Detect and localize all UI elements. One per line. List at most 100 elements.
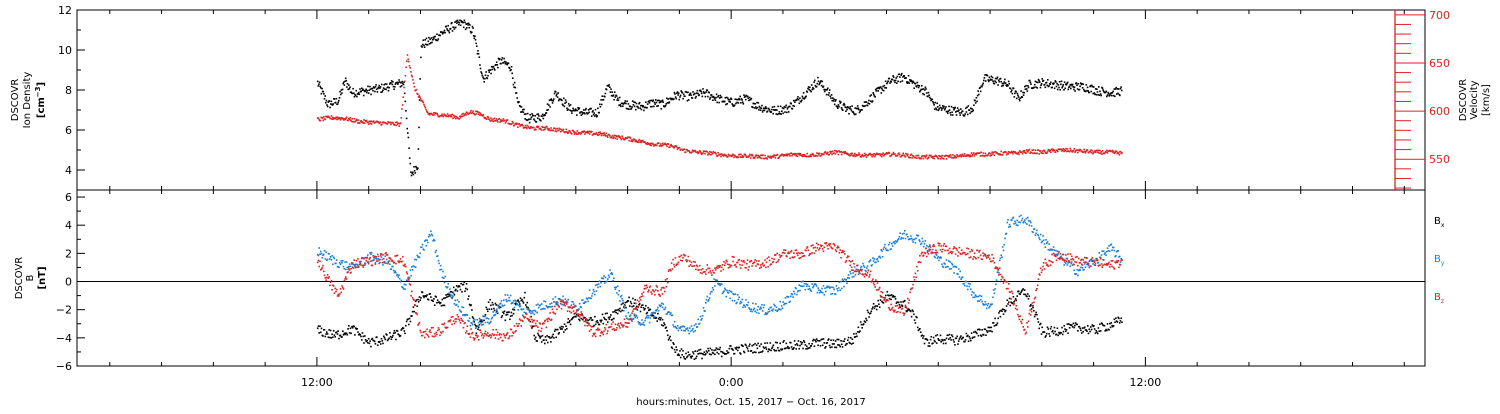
point-velocity: [359, 122, 361, 124]
point-velocity: [601, 135, 603, 137]
point-bz: [360, 261, 362, 263]
point-velocity: [563, 129, 565, 131]
point-density: [635, 109, 637, 111]
point-density: [771, 109, 773, 111]
point-bx: [760, 343, 762, 345]
point-bx: [394, 330, 396, 332]
point-by: [1070, 263, 1072, 265]
point-density: [1047, 79, 1049, 81]
point-bx: [1006, 305, 1008, 307]
point-by: [968, 283, 970, 285]
point-density: [784, 111, 786, 113]
point-by: [611, 272, 613, 274]
point-bx: [937, 334, 939, 336]
point-bx: [330, 330, 332, 332]
point-velocity: [462, 116, 464, 118]
point-velocity: [367, 121, 369, 123]
point-density: [646, 107, 648, 109]
point-density: [497, 64, 499, 66]
density-tick-label: 4: [65, 164, 72, 177]
point-bz: [339, 293, 341, 295]
point-by: [793, 291, 795, 293]
point-velocity: [576, 133, 578, 135]
point-velocity: [1074, 148, 1076, 150]
point-by: [969, 286, 971, 288]
point-bx: [418, 301, 420, 303]
point-density: [877, 90, 879, 92]
point-density: [964, 113, 966, 115]
point-bz: [395, 263, 397, 265]
velocity-tick-label: 650: [1429, 57, 1450, 70]
point-velocity: [704, 153, 706, 155]
point-by: [505, 294, 507, 296]
point-velocity: [1091, 152, 1093, 154]
point-velocity: [349, 119, 351, 121]
point-density: [339, 91, 341, 93]
point-velocity: [566, 129, 568, 131]
point-density: [620, 106, 622, 108]
point-density: [960, 108, 962, 110]
point-bx: [506, 312, 508, 314]
point-bx: [934, 341, 936, 343]
point-velocity: [394, 124, 396, 126]
point-by: [613, 278, 615, 280]
point-by: [973, 292, 975, 294]
point-by: [1092, 263, 1094, 265]
point-velocity: [425, 109, 427, 111]
point-velocity: [851, 153, 853, 155]
point-density: [780, 113, 782, 115]
point-density: [1036, 87, 1038, 89]
point-velocity: [726, 155, 728, 157]
point-by: [1016, 220, 1018, 222]
point-by: [870, 259, 872, 261]
point-by: [1076, 273, 1078, 275]
point-bx: [685, 358, 687, 360]
point-bx: [584, 317, 586, 319]
point-bx: [552, 334, 554, 336]
point-bz: [462, 320, 464, 322]
point-density: [382, 91, 384, 93]
point-density: [655, 99, 657, 101]
point-density: [890, 81, 892, 83]
point-by: [712, 287, 714, 289]
point-density: [446, 26, 448, 28]
point-density: [426, 38, 428, 40]
point-velocity: [1041, 152, 1043, 154]
point-by: [599, 280, 601, 282]
density-tick-label: 10: [58, 44, 72, 57]
point-velocity: [554, 127, 556, 129]
point-bx: [446, 296, 448, 298]
point-density: [485, 75, 487, 77]
point-density: [654, 103, 656, 105]
point-bx: [815, 341, 817, 343]
point-bx: [813, 339, 815, 341]
point-bx: [393, 332, 395, 334]
point-bz: [341, 292, 343, 294]
point-bx: [932, 342, 934, 344]
point-bz: [476, 334, 478, 336]
point-bz: [419, 322, 421, 324]
point-bx: [493, 308, 495, 310]
point-bx: [653, 315, 655, 317]
point-density: [837, 107, 839, 109]
point-density: [493, 66, 495, 68]
point-bx: [524, 292, 526, 294]
point-by: [806, 285, 808, 287]
point-by: [389, 263, 391, 265]
point-bx: [890, 299, 892, 301]
point-by: [1017, 225, 1019, 227]
point-by: [685, 330, 687, 332]
point-velocity: [739, 156, 741, 158]
point-bz: [394, 255, 396, 257]
point-density: [474, 35, 476, 37]
point-density: [792, 108, 794, 110]
point-by: [830, 287, 832, 289]
point-by: [940, 257, 942, 259]
point-bz: [436, 334, 438, 336]
point-density: [405, 101, 407, 103]
point-bx: [804, 342, 806, 344]
point-velocity: [650, 145, 652, 147]
point-bz: [375, 263, 377, 265]
point-density: [479, 64, 481, 66]
point-by: [426, 239, 428, 241]
